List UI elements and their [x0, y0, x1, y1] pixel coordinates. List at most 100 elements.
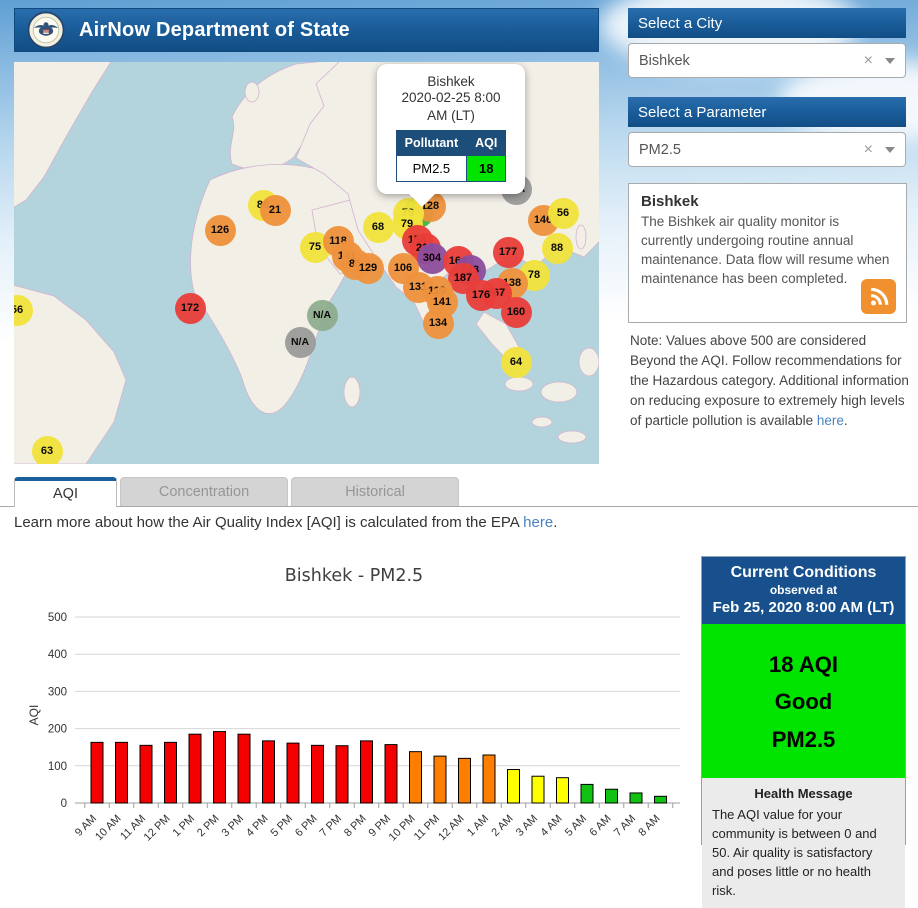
x-tick-label: 7 PM	[317, 813, 344, 840]
tab-historical[interactable]: Historical	[291, 477, 459, 506]
map-marker[interactable]: 160	[500, 296, 532, 328]
map-marker[interactable]: 63	[31, 435, 63, 464]
bar-5 AM	[580, 783, 594, 804]
x-tick-label: 3 AM	[514, 813, 540, 839]
map-marker[interactable]: 56	[547, 197, 579, 229]
learn-more-here-link[interactable]: here	[523, 514, 554, 531]
chevron-down-icon[interactable]	[885, 57, 895, 64]
x-tick-label: 8 AM	[636, 813, 662, 839]
bar-7 PM	[335, 745, 349, 804]
chart-title: Bishkek - PM2.5	[285, 566, 423, 586]
x-tick-label: 2 AM	[489, 813, 515, 839]
map-marker[interactable]: 134	[422, 307, 454, 339]
parameter-clear-icon[interactable]: ×	[863, 140, 873, 158]
tab-aqi[interactable]: AQI	[14, 477, 117, 507]
city-select[interactable]: Bishkek ×	[628, 43, 906, 78]
tab-divider	[0, 506, 918, 507]
x-tick-label: 6 PM	[293, 813, 320, 840]
map-marker[interactable]: 21	[259, 194, 291, 226]
bar-2 AM	[507, 769, 520, 804]
page-title: AirNow Department of State	[79, 18, 350, 41]
x-tick-label: 5 AM	[563, 813, 589, 839]
rss-icon[interactable]	[861, 279, 896, 314]
map-marker[interactable]: 64	[500, 346, 532, 378]
map-marker[interactable]: N/A	[284, 326, 316, 358]
bar-12 AM	[458, 757, 471, 804]
learn-more-text: Learn more about how the Air Quality Ind…	[14, 514, 557, 531]
tab-concentration[interactable]: Concentration	[120, 477, 288, 506]
y-tick-label: 400	[48, 649, 67, 661]
popup-datetime: 2020-02-25 8:00 AM (LT)	[401, 90, 501, 123]
map-marker[interactable]: 129	[352, 252, 384, 284]
bar-5 PM	[286, 742, 300, 804]
aqi-world-map[interactable]: 5663172126882175118141851296812879791532…	[14, 62, 599, 464]
popup-city: Bishkek	[427, 74, 475, 89]
select-city-header: Select a City	[628, 8, 906, 38]
x-tick-label: 4 PM	[244, 813, 271, 840]
y-tick-label: 0	[61, 798, 67, 810]
bar-4 PM	[262, 740, 275, 804]
select-parameter-header: Select a Parameter	[628, 97, 906, 127]
current-conditions-panel: Current Conditions observed at Feb 25, 2…	[701, 556, 906, 908]
city-info-box: Bishkek The Bishkek air quality monitor …	[628, 183, 907, 323]
bar-10 PM	[409, 751, 422, 804]
map-popup: Bishkek 2020-02-25 8:00 AM (LT) Pollutan…	[377, 64, 525, 208]
bar-1 PM	[188, 733, 202, 804]
map-marker[interactable]: 304	[416, 242, 448, 274]
chevron-down-icon[interactable]	[885, 146, 895, 153]
beyond-aqi-note: Note: Values above 500 are considered Be…	[630, 331, 910, 431]
x-tick-label: 4 AM	[538, 813, 564, 839]
map-marker[interactable]: 56	[14, 294, 33, 326]
bar-8 PM	[360, 740, 373, 804]
x-tick-label: 11 PM	[412, 813, 442, 843]
map-marker[interactable]: 88	[541, 232, 573, 264]
health-message-title: Health Message	[754, 786, 853, 802]
state-department-seal-icon	[27, 11, 65, 49]
aqi-category: Good	[774, 689, 833, 715]
x-tick-label: 12 PM	[142, 813, 173, 844]
map-marker[interactable]: 68	[362, 211, 394, 243]
x-tick-label: 5 PM	[268, 813, 295, 840]
x-tick-label: 2 PM	[195, 813, 222, 840]
parameter-select[interactable]: PM2.5 ×	[628, 132, 906, 167]
map-marker[interactable]: N/A	[306, 299, 338, 331]
popup-table: Pollutant AQI PM2.5 18	[395, 130, 507, 183]
popup-pollutant-value: PM2.5	[395, 155, 468, 183]
x-tick-label: 7 AM	[612, 813, 638, 839]
map-marker[interactable]: 177	[492, 236, 524, 268]
current-conditions-title: Current Conditions	[730, 564, 877, 581]
health-message-text: The AQI value for your community is betw…	[712, 807, 877, 898]
x-tick-label: 6 AM	[587, 813, 613, 839]
y-axis-label: AQI	[27, 705, 41, 726]
bar-1 AM	[482, 754, 496, 804]
bar-11 AM	[139, 744, 153, 804]
y-tick-label: 500	[48, 612, 67, 624]
x-tick-label: 10 PM	[387, 813, 418, 844]
popup-col-aqi: AQI	[466, 130, 507, 157]
aqi-pollutant: PM2.5	[771, 726, 836, 752]
aqi-bar-chart[interactable]: Bishkek - PM2.5 0 100 200 300 400 500 AQI 9 AM 10…	[14, 555, 696, 845]
note-text: Note: Values above 500 are considered Be…	[630, 333, 909, 428]
bar-6 PM	[311, 744, 324, 804]
bar-10 AM	[115, 741, 128, 804]
bar-12 PM	[164, 741, 177, 804]
select-city-title: Select a City	[638, 14, 723, 32]
learn-more-after: .	[553, 514, 558, 531]
map-marker[interactable]: 176	[465, 279, 497, 311]
map-marker[interactable]: 172	[174, 292, 206, 324]
note-text-end: .	[843, 412, 848, 428]
city-clear-icon[interactable]: ×	[863, 51, 873, 69]
x-tick-label: 1 AM	[465, 813, 491, 839]
note-here-link[interactable]: here	[816, 412, 844, 428]
city-select-value: Bishkek	[639, 52, 690, 69]
bar-3 AM	[531, 775, 545, 804]
parameter-select-value: PM2.5	[639, 141, 681, 158]
bar-7 AM	[629, 792, 643, 804]
aqi-value-box: 18 AQI Good PM2.5	[702, 624, 905, 779]
info-message: The Bishkek air quality monitor is curre…	[641, 214, 890, 287]
y-tick-label: 100	[48, 761, 67, 773]
map-marker[interactable]: 126	[204, 214, 236, 246]
y-tick-label: 200	[48, 724, 67, 736]
x-tick-label: 12 AM	[436, 813, 467, 844]
observed-at-label: observed at	[769, 583, 838, 597]
